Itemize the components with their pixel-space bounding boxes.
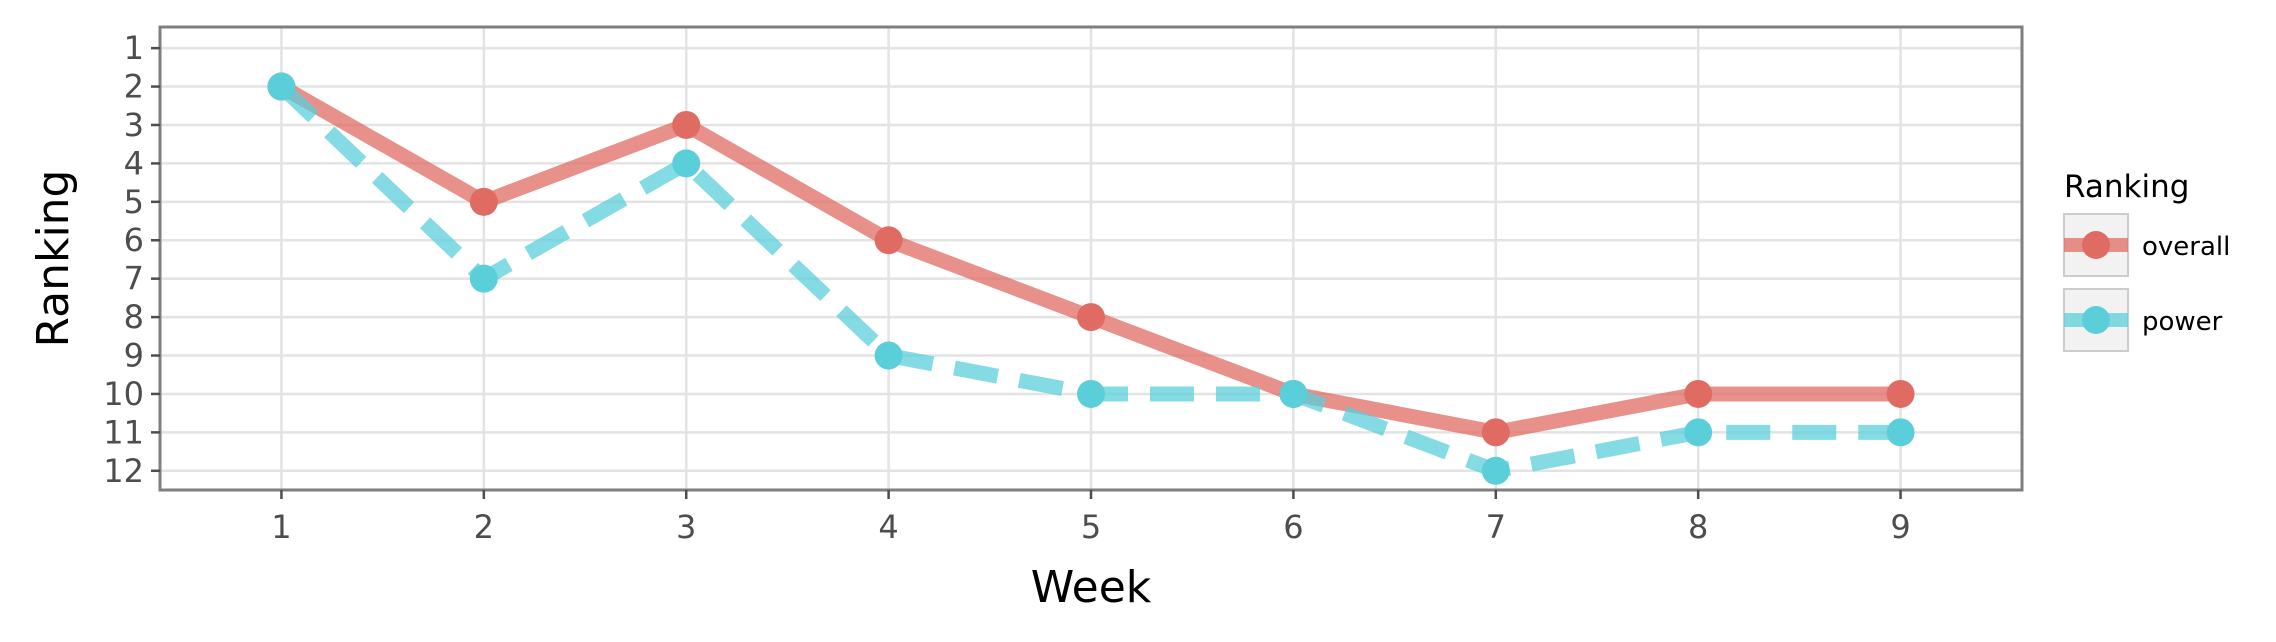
data-point-overall — [1481, 418, 1510, 447]
data-point-power — [1077, 379, 1105, 408]
data-point-power — [1886, 418, 1915, 447]
data-point-power — [267, 72, 296, 101]
y-tick-label: 10 — [103, 375, 144, 413]
data-point-overall — [469, 187, 498, 216]
grid-lines — [160, 27, 2022, 490]
x-tick-label: 9 — [1890, 508, 1910, 546]
y-tick-label: 1 — [124, 29, 144, 67]
data-point-power — [874, 341, 903, 370]
legend-label-overall: overall — [2142, 232, 2230, 262]
y-tick-label: 2 — [124, 68, 144, 106]
y-tick-label: 6 — [124, 221, 144, 259]
x-tick-label: 3 — [676, 508, 696, 546]
data-point-power — [469, 264, 498, 293]
y-tick-label: 9 — [124, 337, 144, 375]
data-point-overall — [1886, 379, 1915, 408]
y-tick-label: 11 — [103, 413, 144, 451]
x-tick-label: 8 — [1688, 508, 1708, 546]
data-points — [267, 72, 1915, 485]
data-point-power — [1684, 418, 1713, 447]
data-point-power — [1481, 456, 1510, 485]
data-point-power — [672, 149, 701, 178]
x-axis-title: Week — [1031, 562, 1152, 613]
y-tick-label: 4 — [124, 144, 144, 182]
data-point-overall — [874, 226, 903, 255]
legend-title: Ranking — [2064, 169, 2189, 205]
x-axis-ticks: 1 2 3 4 5 6 7 8 9 — [271, 490, 1911, 546]
data-point-overall — [672, 110, 701, 139]
x-tick-label: 4 — [878, 508, 898, 546]
x-tick-label: 1 — [271, 508, 291, 546]
legend: Ranking overall power — [2063, 169, 2230, 352]
data-point-overall — [1684, 379, 1713, 408]
x-tick-label: 2 — [474, 508, 494, 546]
legend-label-power: power — [2142, 307, 2223, 337]
y-tick-label: 5 — [124, 183, 144, 221]
y-tick-label: 7 — [124, 260, 144, 298]
y-tick-label: 3 — [124, 106, 144, 144]
x-tick-label: 7 — [1486, 508, 1506, 546]
legend-key-point-power — [2082, 306, 2110, 334]
y-axis-title: Ranking — [28, 170, 79, 348]
x-tick-label: 5 — [1081, 508, 1101, 546]
data-point-power — [1279, 379, 1308, 408]
legend-key-point-overall — [2082, 231, 2110, 259]
x-tick-label: 6 — [1283, 508, 1303, 546]
y-tick-label: 8 — [124, 298, 144, 336]
y-tick-label: 12 — [103, 452, 144, 490]
data-point-overall — [1077, 303, 1105, 332]
